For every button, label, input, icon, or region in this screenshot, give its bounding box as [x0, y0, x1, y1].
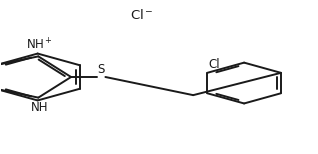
- Text: NH$^+$: NH$^+$: [26, 37, 53, 53]
- Text: Cl: Cl: [209, 58, 220, 71]
- Text: NH: NH: [31, 101, 49, 114]
- Text: Cl$^-$: Cl$^-$: [130, 8, 154, 22]
- Text: S: S: [97, 63, 105, 76]
